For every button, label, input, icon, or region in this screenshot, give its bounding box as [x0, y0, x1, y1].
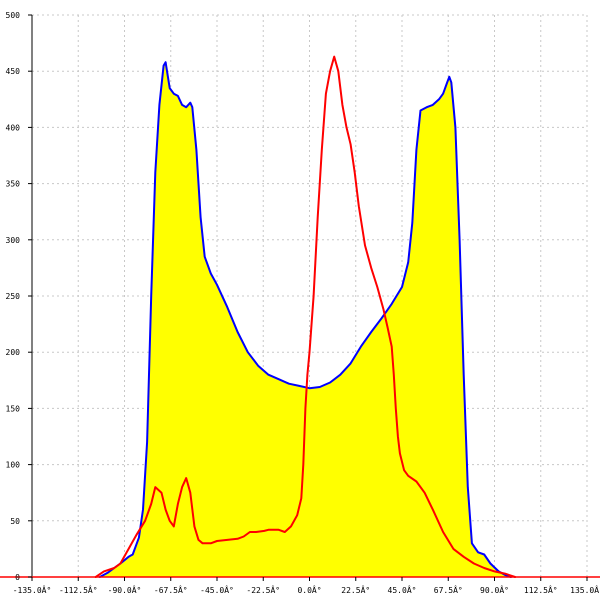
- y-tick-label: 400: [6, 123, 21, 132]
- x-tick-label: 22.5Â°: [341, 584, 370, 595]
- y-tick-label: 300: [6, 236, 21, 245]
- x-tick-label: 0.0Â°: [297, 584, 321, 595]
- x-tick-label: 90.0Â°: [480, 584, 509, 595]
- x-tick-label: -135.0Â°: [13, 584, 52, 595]
- x-tick-label: 112.5Â°: [524, 584, 558, 595]
- x-tick-label: -112.5Â°: [59, 584, 98, 595]
- y-tick-label: 100: [6, 461, 21, 470]
- x-tick-label: 45.0Â°: [388, 584, 417, 595]
- x-tick-label: 67.5Â°: [434, 584, 463, 595]
- y-tick-label: 50: [10, 517, 20, 526]
- x-tick-label: 135.0Â°: [570, 584, 600, 595]
- y-tick-label: 350: [6, 180, 21, 189]
- series-2-line: [94, 55, 517, 578]
- y-tick-label: 450: [6, 67, 21, 76]
- tick-labels: -135.0Â° -112.5Â° -90.0Â° -67.5Â° -45.0Â° -22…: [6, 11, 600, 595]
- series-1-line: [98, 61, 512, 578]
- y-tick-label: 0: [15, 573, 20, 582]
- series-1-area: [99, 62, 511, 577]
- area-layer: [99, 62, 511, 577]
- x-tick-label: -90.0Â°: [108, 584, 142, 595]
- y-tick-label: 200: [6, 348, 21, 357]
- y-tick-label: 250: [6, 292, 21, 301]
- x-tick-label: -67.5Â°: [154, 584, 188, 595]
- line-layer: [94, 55, 517, 578]
- y-tick-label: 500: [6, 11, 21, 20]
- x-tick-label: -45.0Â°: [200, 584, 234, 595]
- x-tick-label: -22.5Â°: [246, 584, 280, 595]
- y-tick-label: 150: [6, 404, 21, 413]
